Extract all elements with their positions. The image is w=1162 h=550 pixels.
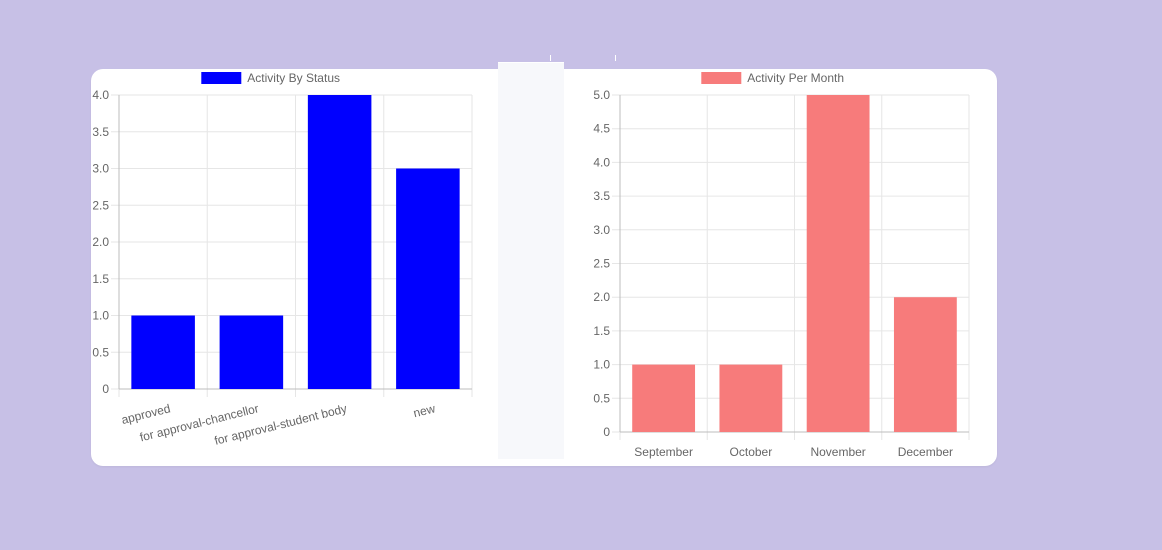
legend-label: Activity Per Month	[747, 71, 844, 85]
y-tick-label: 0.5	[593, 391, 610, 405]
y-tick-label: 0	[603, 425, 610, 439]
bar	[719, 364, 783, 432]
x-tick-label: September	[634, 445, 693, 459]
bar	[131, 315, 195, 389]
legend-swatch	[701, 72, 742, 84]
chart-divider	[498, 62, 564, 459]
y-tick-label: 3.5	[593, 189, 610, 203]
y-tick-label: 1.5	[92, 272, 109, 286]
y-tick-label: 3.0	[92, 162, 109, 176]
x-tick-label: November	[810, 445, 865, 459]
y-tick-label: 1.0	[92, 309, 109, 323]
bar	[307, 95, 372, 389]
decor-tick	[550, 55, 551, 61]
legend-swatch	[201, 72, 242, 84]
y-tick-label: 4.0	[92, 88, 109, 102]
x-tick-label: new	[412, 401, 437, 420]
y-tick-label: 5.0	[593, 88, 610, 102]
top-rule	[498, 62, 564, 63]
y-tick-label: 2.0	[593, 290, 610, 304]
y-tick-label: 2.5	[92, 198, 109, 212]
bar	[396, 168, 460, 389]
chart-legend: Activity Per Month	[701, 71, 844, 85]
y-tick-label: 4.0	[593, 155, 610, 169]
legend-label: Activity By Status	[247, 71, 340, 85]
bar	[806, 95, 870, 432]
y-tick-label: 3.5	[92, 125, 109, 139]
y-tick-label: 0.5	[92, 345, 109, 359]
y-tick-label: 2.5	[593, 257, 610, 271]
y-tick-label: 4.5	[593, 122, 610, 136]
bar	[632, 364, 696, 432]
bar	[219, 315, 284, 389]
y-tick-label: 3.0	[593, 223, 610, 237]
x-tick-label: December	[898, 445, 953, 459]
decor-tick	[615, 55, 616, 61]
y-tick-label: 1.5	[593, 324, 610, 338]
y-tick-label: 0	[102, 382, 109, 396]
y-tick-label: 2.0	[92, 235, 109, 249]
y-tick-label: 1.0	[593, 358, 610, 372]
chart-legend: Activity By Status	[201, 71, 340, 85]
bar	[893, 297, 957, 432]
x-tick-label: October	[730, 445, 773, 459]
